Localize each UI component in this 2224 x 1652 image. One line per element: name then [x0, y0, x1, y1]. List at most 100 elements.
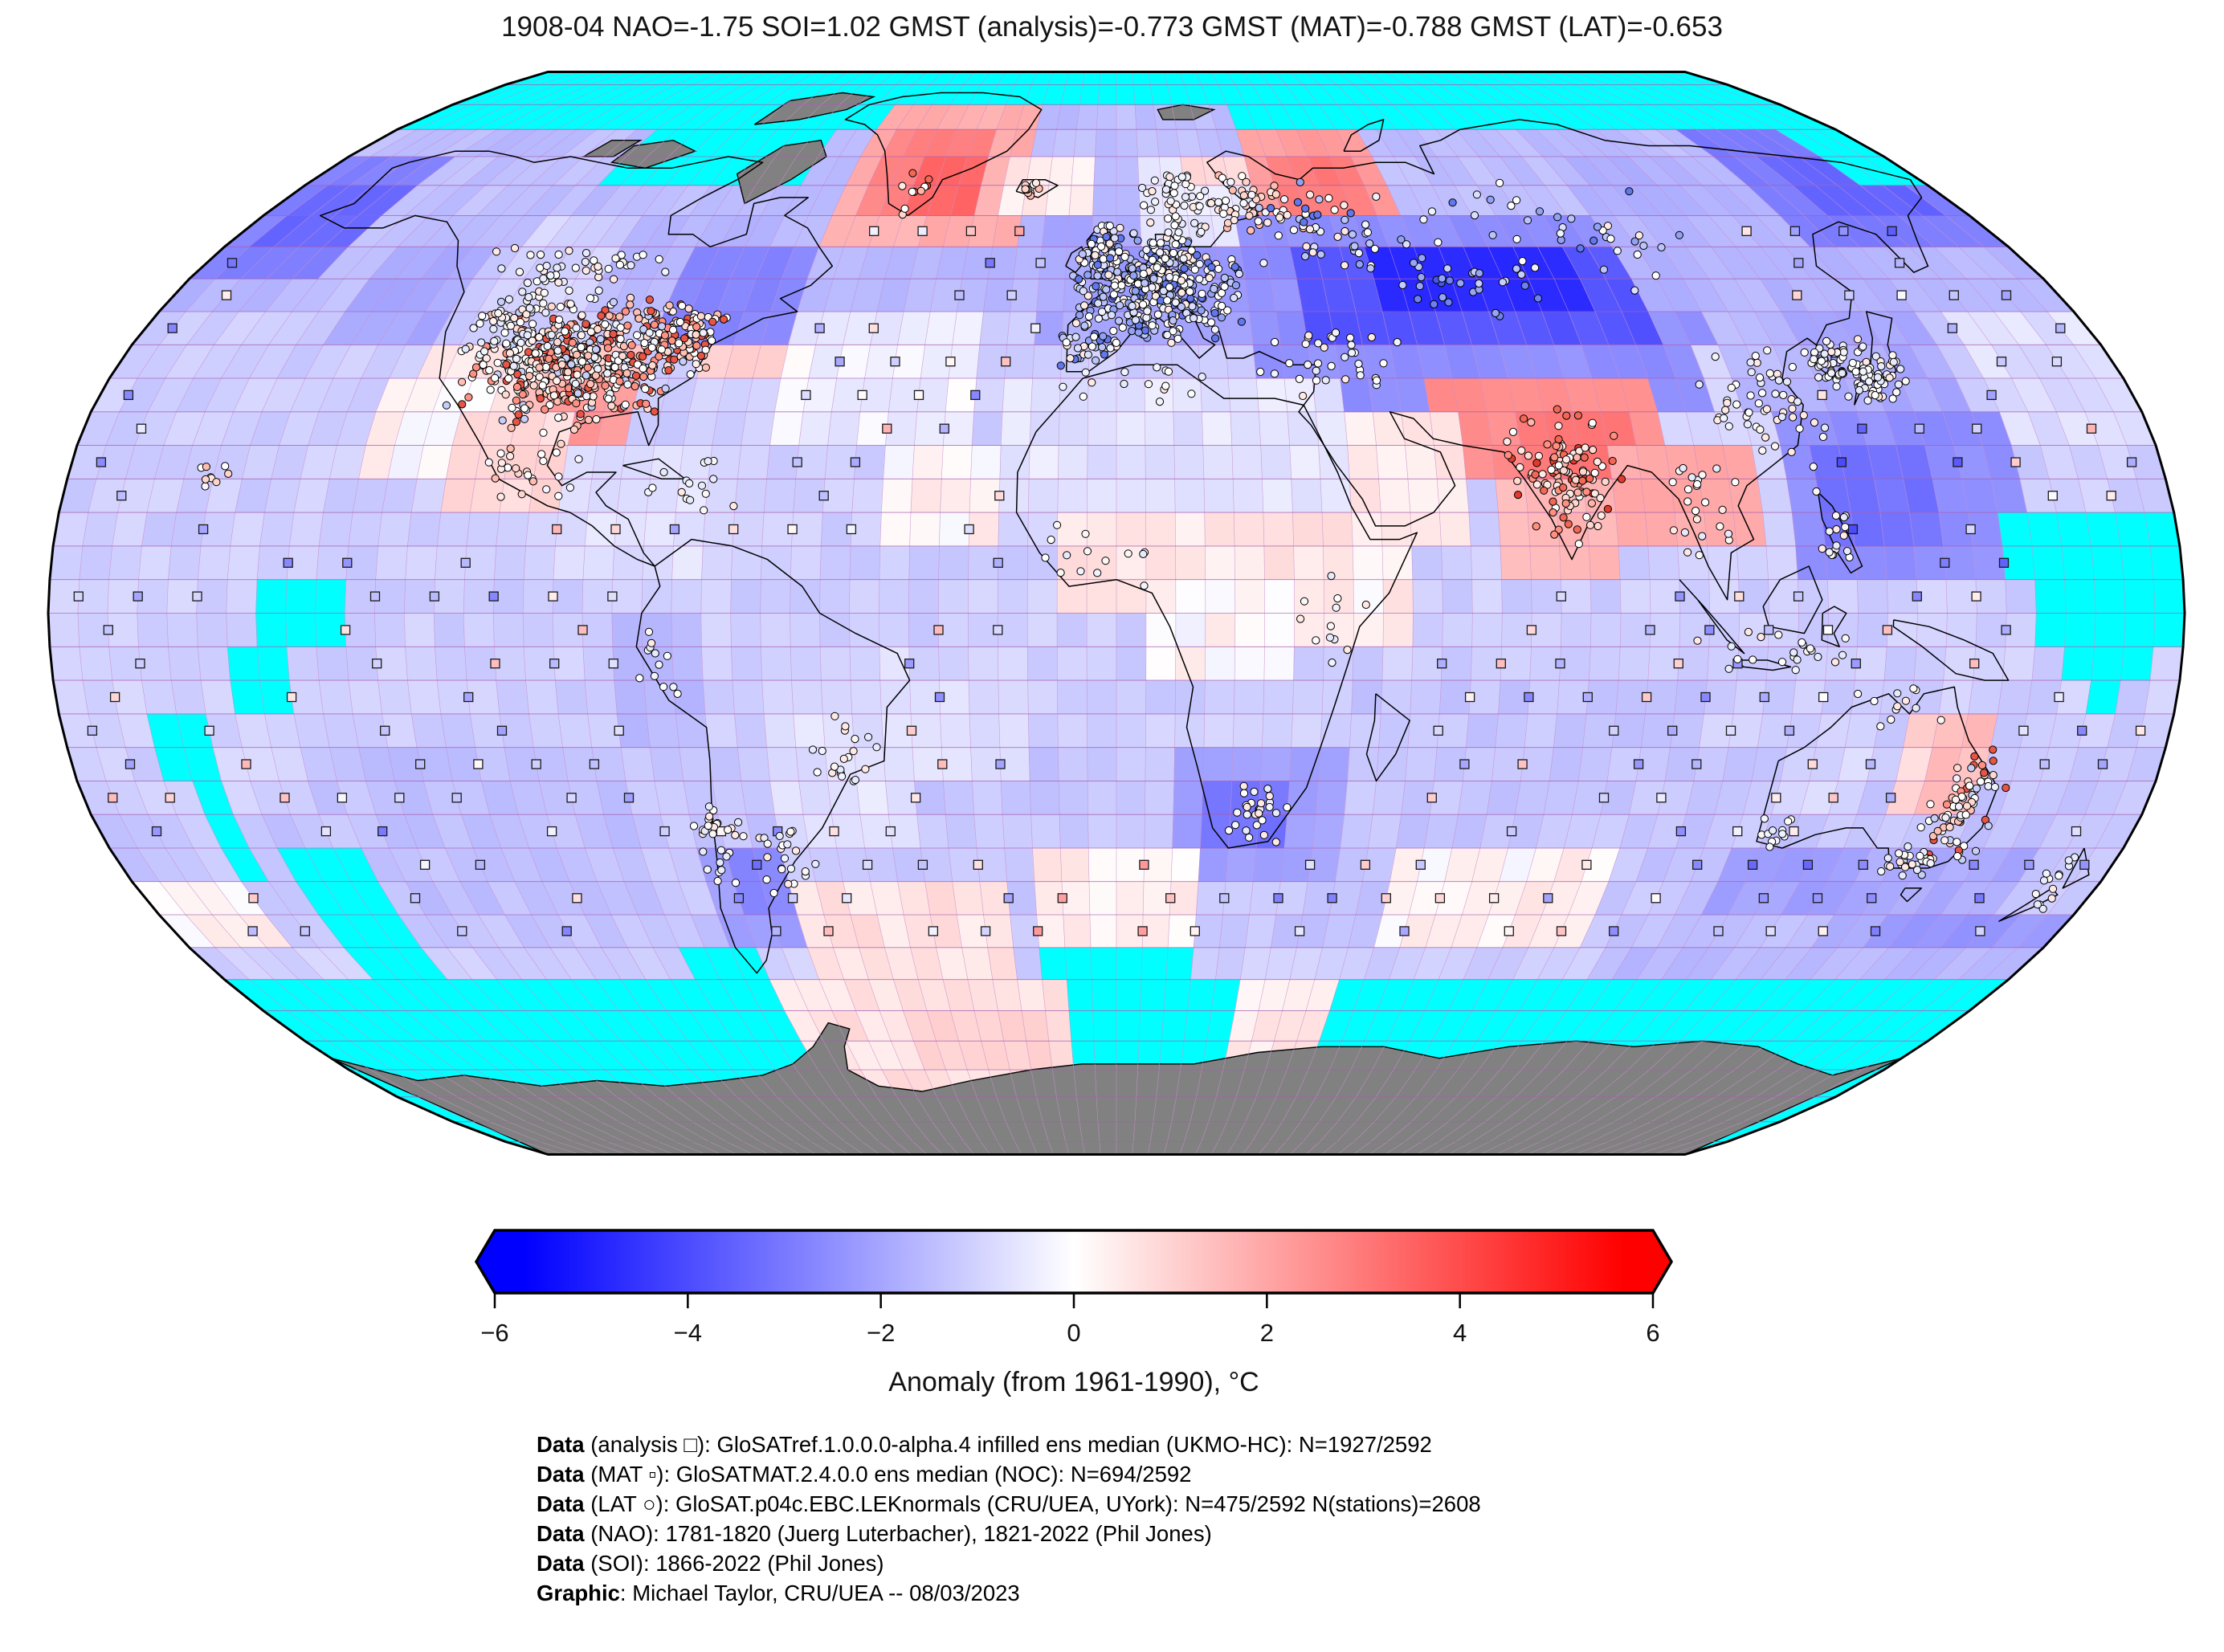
lat-station-marker	[1639, 241, 1648, 251]
lat-station-marker	[583, 363, 592, 372]
lat-station-marker	[648, 483, 657, 492]
lat-station-marker	[1207, 263, 1216, 271]
lat-station-marker	[537, 450, 546, 459]
lat-station-marker	[545, 401, 554, 410]
lat-station-marker	[1312, 366, 1320, 375]
lat-station-marker	[1456, 279, 1465, 288]
lat-station-marker	[1247, 226, 1255, 235]
lat-station-marker	[1075, 311, 1084, 320]
lat-station-marker	[1940, 836, 1949, 845]
credit-line: Data (LAT ○): GloSAT.p04c.EBC.LEKnormals…	[537, 1489, 1481, 1519]
credit-line-prefix: Graphic	[537, 1581, 620, 1605]
lat-station-marker	[556, 302, 565, 312]
lat-station-marker	[1165, 283, 1174, 292]
lat-station-marker	[716, 858, 724, 867]
lat-station-marker	[1129, 229, 1138, 238]
lat-station-marker	[554, 414, 563, 422]
lat-station-marker	[1552, 442, 1561, 451]
mat-square-marker	[1190, 926, 1200, 936]
lat-station-marker	[1695, 380, 1704, 389]
lat-station-marker	[680, 334, 689, 343]
lat-station-marker	[1331, 328, 1341, 337]
lat-station-marker	[541, 405, 549, 414]
lat-station-marker	[504, 374, 513, 383]
lat-station-marker	[512, 354, 521, 363]
mat-square-marker	[87, 725, 98, 736]
lat-station-marker	[1562, 411, 1571, 420]
mat-square-marker	[1434, 893, 1446, 904]
credit-line: Graphic: Michael Taylor, CRU/UEA -- 08/0…	[537, 1578, 1481, 1608]
mat-square-marker	[985, 258, 995, 268]
lat-station-marker	[1683, 497, 1692, 506]
lat-station-marker	[1238, 172, 1247, 181]
lat-station-marker	[516, 318, 525, 327]
lat-station-marker	[1507, 202, 1516, 210]
mat-square-marker	[1771, 793, 1781, 803]
lat-station-marker	[616, 334, 625, 344]
lat-station-marker	[1301, 204, 1310, 213]
lat-station-marker	[1954, 802, 1964, 811]
lat-station-marker	[512, 396, 521, 405]
lat-station-marker	[1496, 178, 1504, 187]
mat-square-marker	[1818, 926, 1828, 936]
lat-station-marker	[1343, 646, 1352, 655]
lat-station-marker	[546, 271, 555, 280]
lat-station-marker	[1206, 198, 1216, 208]
lat-station-marker	[581, 258, 590, 267]
lat-station-marker	[1164, 228, 1173, 237]
lat-station-marker	[1144, 380, 1153, 389]
lat-station-marker	[1105, 239, 1114, 248]
lat-station-marker	[1116, 301, 1124, 310]
lat-station-marker	[516, 338, 525, 347]
lat-station-marker	[1093, 569, 1102, 577]
lat-station-marker	[722, 852, 731, 861]
lat-station-marker	[1859, 367, 1867, 376]
lat-station-marker	[1842, 547, 1852, 556]
lat-station-marker	[1851, 367, 1860, 376]
mat-square-marker	[850, 457, 861, 467]
lat-station-marker	[1839, 513, 1848, 522]
mat-square-marker	[167, 323, 178, 333]
lat-station-marker	[1109, 326, 1118, 336]
lat-station-marker	[552, 448, 561, 457]
mat-square-marker	[1692, 859, 1703, 870]
lat-station-marker	[1179, 254, 1188, 263]
lat-station-marker	[1102, 285, 1111, 294]
lat-station-marker	[2047, 894, 2056, 903]
lat-station-marker	[1599, 265, 1609, 274]
lat-station-marker	[1812, 487, 1821, 496]
lat-station-marker	[780, 854, 790, 863]
lat-station-marker	[1341, 261, 1349, 270]
lat-station-marker	[1574, 540, 1583, 549]
lat-station-marker	[1149, 274, 1158, 283]
lat-station-marker	[201, 475, 210, 484]
lat-station-marker	[639, 251, 647, 259]
lat-station-marker	[1559, 513, 1568, 522]
lat-station-marker	[1589, 236, 1598, 245]
lat-station-marker	[1080, 321, 1089, 330]
lat-station-marker	[908, 169, 917, 177]
lat-station-marker	[1743, 420, 1752, 429]
lat-station-marker	[577, 311, 586, 320]
lat-station-marker	[1554, 422, 1563, 430]
lat-station-marker	[1820, 349, 1829, 358]
mat-square-marker	[917, 226, 928, 236]
lat-station-marker	[692, 330, 700, 339]
lat-station-marker	[553, 346, 562, 355]
mat-square-marker	[890, 357, 900, 367]
mat-square-marker	[1844, 290, 1855, 300]
lat-station-marker	[506, 321, 516, 330]
lat-station-marker	[1112, 338, 1120, 347]
lat-station-marker	[1091, 251, 1100, 259]
mat-square-marker	[910, 793, 921, 803]
lat-station-marker	[1751, 352, 1760, 361]
lat-station-marker	[692, 322, 701, 332]
mat-square-marker	[1360, 859, 1371, 870]
lat-station-marker	[647, 343, 656, 352]
mat-square-marker	[1857, 423, 1867, 434]
lat-station-marker	[1606, 235, 1615, 243]
lat-station-marker	[1166, 197, 1175, 206]
lat-station-marker	[1300, 597, 1309, 606]
lat-station-marker	[1727, 642, 1736, 651]
mat-square-marker	[1137, 926, 1148, 936]
